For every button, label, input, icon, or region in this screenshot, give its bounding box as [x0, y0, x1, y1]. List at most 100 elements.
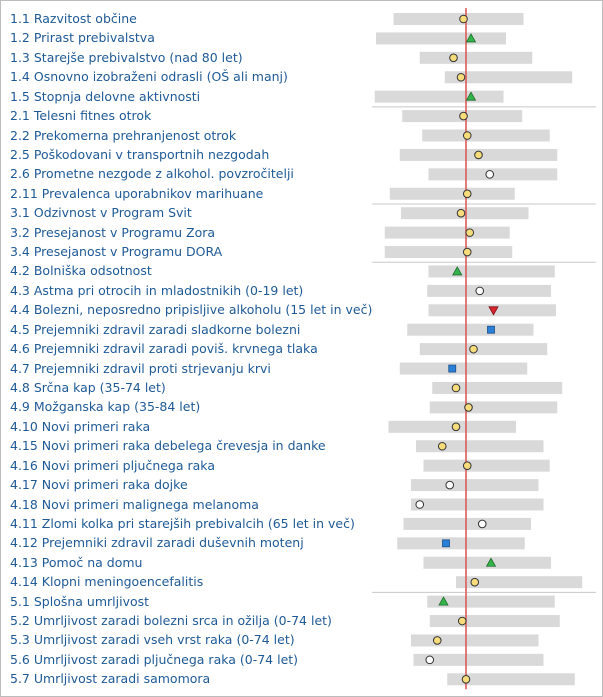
indicator-label[interactable]: 3.1 Odzivnost v Program Svit: [10, 205, 192, 221]
range-bar: [411, 479, 539, 492]
indicator-label[interactable]: 1.3 Starejše prebivalstvo (nad 80 let): [10, 49, 243, 65]
indicator-label[interactable]: 5.7 Umrljivost zaradi samomora: [10, 671, 211, 687]
indicator-label[interactable]: 4.18 Novi primeri malignega melanoma: [10, 496, 259, 512]
range-bar: [384, 246, 513, 259]
value-marker-circle: [462, 461, 472, 470]
value-marker-circle: [465, 228, 475, 237]
value-marker-circle: [445, 480, 455, 490]
value-marker-circle: [475, 286, 485, 296]
range-bar: [411, 498, 544, 511]
value-marker-square: [448, 364, 457, 373]
value-marker-circle: [451, 383, 461, 393]
value-marker-circle: [459, 14, 468, 24]
range-bars: [374, 13, 583, 686]
indicator-label[interactable]: 4.10 Novi primeri raka: [10, 418, 151, 434]
range-bar: [407, 323, 534, 336]
value-marker-circle: [470, 577, 480, 587]
indicator-label[interactable]: 4.8 Srčna kap (35-74 let): [10, 379, 166, 395]
value-marker-square: [442, 539, 450, 548]
indicator-label[interactable]: 4.17 Novi primeri raka dojke: [10, 477, 188, 493]
range-bar: [393, 13, 524, 25]
indicator-label[interactable]: 2.2 Prekomerna prehranjenost otrok: [10, 127, 237, 143]
indicator-label[interactable]: 2.5 Poškodovani v transportnih nezgodah: [10, 146, 270, 162]
value-marker-circle: [456, 72, 466, 82]
indicator-label[interactable]: 5.6 Umrljivost zaradi pljučnega raka (0-…: [10, 651, 299, 667]
value-marker-circle: [462, 131, 472, 140]
indicator-label[interactable]: 5.2 Umrljivost zaradi bolezni srca in ož…: [10, 613, 332, 629]
range-bar: [429, 401, 558, 414]
value-marker-circle: [459, 111, 468, 121]
value-marker-triangle-up: [438, 596, 449, 606]
range-bar: [444, 71, 573, 84]
range-bar: [423, 556, 551, 569]
value-marker-circle: [457, 616, 467, 626]
range-bar: [419, 343, 548, 356]
range-bar: [416, 440, 544, 453]
value-marker-circle: [469, 344, 478, 354]
value-marker-circle: [437, 441, 447, 451]
value-markers: [415, 14, 499, 684]
value-marker-circle: [456, 208, 466, 218]
indicator-label[interactable]: 4.4 Bolezni, neposredno pripisljive alko…: [10, 302, 373, 318]
range-bar: [413, 653, 544, 666]
value-marker-triangle-up: [485, 557, 497, 567]
value-marker-circle: [425, 655, 435, 665]
indicator-label[interactable]: 4.3 Astma pri otrocih in mladostnikih (0…: [10, 282, 304, 298]
value-marker-circle: [461, 674, 471, 684]
indicator-label[interactable]: 3.2 Presejanost v Programu Zora: [10, 224, 216, 240]
range-bar: [376, 32, 506, 45]
value-marker-circle: [432, 636, 442, 645]
range-bar: [427, 284, 551, 297]
range-bar: [423, 459, 550, 472]
indicator-label[interactable]: 4.15 Novi primeri raka debelega črevesja…: [10, 438, 326, 454]
range-bar: [399, 362, 528, 375]
value-marker-circle: [462, 189, 472, 199]
indicator-label[interactable]: 1.5 Stopnja delovne aktivnosti: [10, 88, 201, 104]
group-separators: [372, 106, 596, 593]
indicator-label[interactable]: 3.4 Presejanost v Programu DORA: [10, 244, 223, 260]
indicator-label[interactable]: 4.5 Prejemniki zdravil zaradi sladkorne …: [10, 321, 301, 337]
value-marker-circle: [485, 170, 495, 179]
range-bar: [411, 634, 539, 647]
indicator-label[interactable]: 4.14 Klopni meningoencefalitis: [10, 574, 204, 590]
indicator-label[interactable]: 4.2 Bolniška odsotnost: [10, 263, 152, 279]
range-bar: [374, 90, 504, 103]
value-marker-circle: [477, 519, 487, 529]
indicator-label[interactable]: 1.1 Razvitost občine: [10, 11, 137, 26]
indicator-label[interactable]: 5.1 Splošna umrljivost: [10, 593, 150, 609]
indicator-label[interactable]: 2.1 Telesni fitnes otrok: [10, 108, 152, 124]
indicator-label[interactable]: 2.11 Prevalenca uporabnikov marihuane: [10, 185, 264, 201]
indicator-label[interactable]: 4.6 Prejemniki zdravil zaradi poviš. krv…: [10, 341, 318, 357]
range-bar: [456, 576, 583, 589]
range-bar: [397, 537, 525, 550]
value-marker-triangle-down: [488, 306, 499, 316]
value-marker-triangle-up: [465, 91, 477, 101]
value-marker-circle: [415, 500, 425, 509]
range-bar: [428, 265, 555, 278]
indicator-label[interactable]: 1.2 Prirast prebivalstva: [10, 30, 155, 46]
range-bar: [389, 187, 515, 200]
value-marker-square: [487, 325, 495, 334]
value-marker-circle: [462, 247, 472, 257]
value-marker-triangle-up: [452, 266, 463, 276]
indicator-label[interactable]: 1.4 Osnovno izobraženi odrasli (OŠ ali m…: [10, 69, 288, 85]
range-bar: [403, 517, 531, 530]
indicator-label[interactable]: 4.7 Prejemniki zdravil proti strjevanju …: [10, 360, 271, 376]
indicator-label[interactable]: 4.16 Novi primeri pljučnega raka: [10, 457, 215, 473]
indicator-label[interactable]: 4.12 Prejemniki zdravil zaradi duševnih …: [10, 535, 304, 551]
indicator-label[interactable]: 5.3 Umrljivost zaradi vseh vrst raka (0-…: [10, 632, 295, 648]
indicator-label[interactable]: 2.6 Prometne nezgode z alkohol. povzroči…: [10, 166, 294, 182]
indicator-label[interactable]: 4.9 Možganska kap (35-84 let): [10, 399, 201, 415]
range-bar: [427, 595, 555, 608]
value-marker-triangle-up: [465, 33, 477, 43]
indicator-label[interactable]: 4.13 Pomoč na domu: [10, 554, 143, 570]
range-bar: [429, 615, 560, 628]
value-marker-circle: [474, 150, 483, 160]
range-bar: [447, 673, 575, 686]
range-bar: [422, 129, 550, 142]
value-marker-circle: [449, 53, 458, 63]
value-marker-circle: [451, 422, 461, 432]
value-marker-circle: [464, 403, 473, 412]
indicator-label[interactable]: 4.11 Zlomi kolka pri starejših prebivalc…: [10, 515, 355, 531]
